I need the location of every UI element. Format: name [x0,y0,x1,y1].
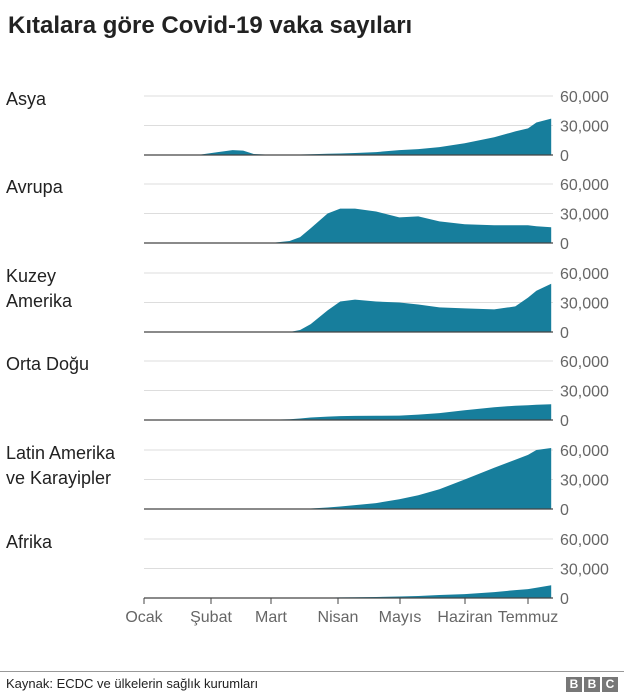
y-tick-label: 0 [560,236,569,253]
row-label: Asya [6,89,47,109]
x-tick-label: Mayıs [379,609,422,626]
row-label: Orta Doğu [6,354,89,374]
y-tick-label: 0 [560,325,569,342]
row-label: Avrupa [6,177,64,197]
y-tick-label: 30,000 [560,384,609,401]
y-tick-label: 0 [560,591,569,608]
x-tick-label: Mart [255,609,288,626]
area-asya [144,118,552,155]
y-tick-label: 30,000 [560,473,609,490]
y-tick-label: 30,000 [560,119,609,136]
source-note: Kaynak: ECDC ve ülkelerin sağlık kurumla… [6,676,259,691]
x-tick-label: Nisan [318,609,359,626]
area-kuzey-amerika [144,283,552,332]
area-avrupa [144,208,552,243]
row-label: Afrika [6,532,53,552]
area-latin-amerika-ve-karayipler [144,448,552,509]
bbc-logo-c: C [602,677,618,692]
y-tick-label: 60,000 [560,266,609,283]
y-tick-label: 60,000 [560,89,609,106]
y-tick-label: 60,000 [560,443,609,460]
footer-divider [0,671,624,672]
y-tick-label: 60,000 [560,354,609,371]
y-tick-label: 60,000 [560,177,609,194]
row-label: ve Karayipler [6,468,111,488]
y-tick-label: 0 [560,148,569,165]
x-tick-label: Ocak [125,609,163,626]
y-tick-label: 0 [560,502,569,519]
x-tick-label: Temmuz [498,609,558,626]
bbc-logo-b1: B [566,677,582,692]
area-orta-doğu [144,404,552,420]
bbc-logo: B B C [566,677,618,692]
chart-title: Kıtalara göre Covid-19 vaka sayıları [8,12,413,39]
bbc-logo-b2: B [584,677,600,692]
row-label: Amerika [6,291,73,311]
row-label: Kuzey [6,266,56,286]
area-afrika [144,585,552,598]
x-tick-label: Şubat [190,609,232,626]
y-tick-label: 0 [560,413,569,430]
y-tick-label: 30,000 [560,296,609,313]
y-tick-label: 30,000 [560,562,609,579]
y-tick-label: 30,000 [560,207,609,224]
y-tick-label: 60,000 [560,532,609,549]
row-label: Latin Amerika [6,443,116,463]
x-tick-label: Haziran [437,609,492,626]
small-multiples-plot: 0 30,000 60,000 Asya 0 30,000 60,000 Avrupa 0 30,… [6,89,609,626]
